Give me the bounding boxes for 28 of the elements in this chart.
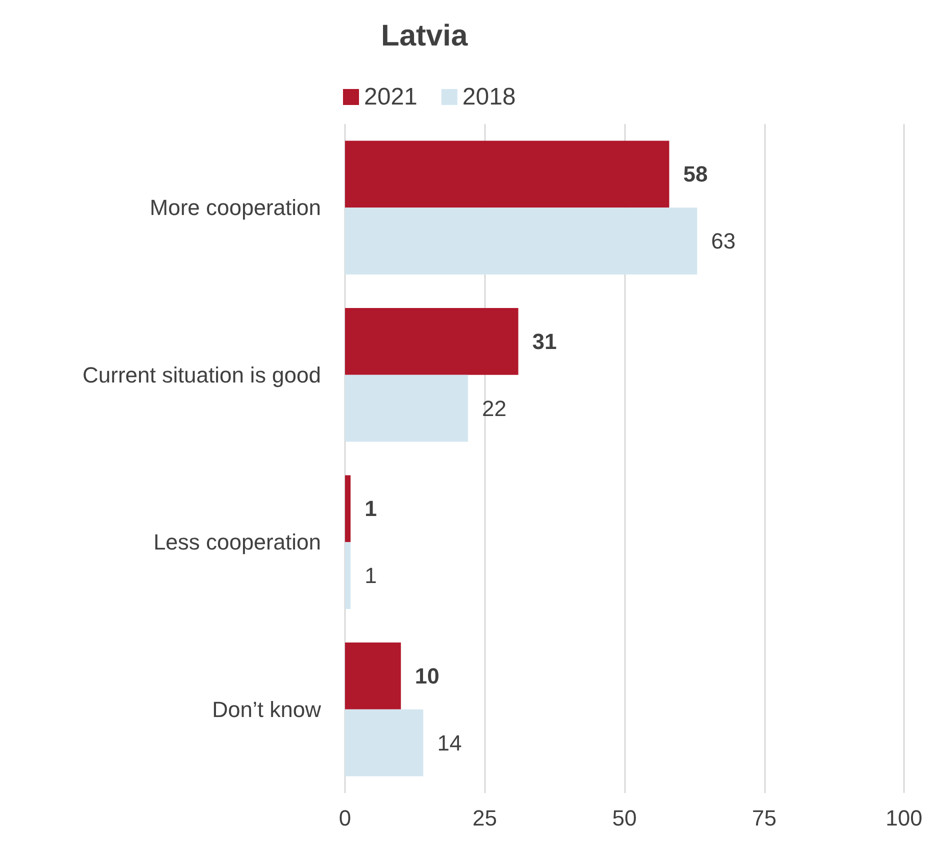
data-label: 58 [683,162,708,187]
y-tick-label: Current situation is good [82,362,321,388]
data-label: 10 [414,663,440,688]
chart-title: Latvia [381,20,468,52]
x-tick-label: 0 [338,806,352,830]
bar [345,709,424,776]
x-tick-label: 50 [612,806,637,830]
bar [345,308,518,375]
data-label: 31 [532,328,557,354]
bar [345,542,351,610]
data-label: 63 [711,228,736,254]
bar [345,642,401,710]
x-tick-label: 25 [472,806,497,830]
bar [345,475,351,542]
x-tick-label: 75 [752,806,776,830]
data-label: 14 [437,730,462,756]
legend-label: 2021 [364,84,418,110]
data-label: 1 [364,496,377,522]
x-tick-label: 100 [886,806,922,830]
data-label: 22 [482,396,506,421]
bar [345,374,468,442]
y-tick-label: Don’t know [212,696,322,722]
y-tick-label: Less cooperation [153,530,321,555]
y-tick-label: More cooperation [150,195,321,220]
legend-label: 2018 [462,84,516,110]
bar [345,140,670,208]
bar [345,208,698,275]
data-label: 1 [364,563,377,588]
